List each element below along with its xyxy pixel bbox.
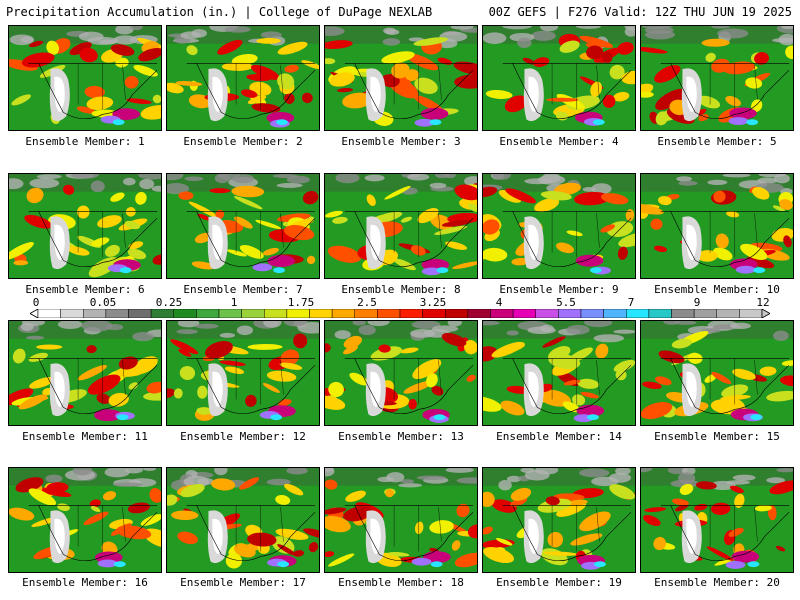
- ensemble-member-label: Ensemble Member: 7: [183, 283, 303, 296]
- colorbar-tick-label: 0: [32, 296, 40, 309]
- colorbar-tick-label: 3.25: [419, 296, 447, 309]
- ensemble-member-label: Ensemble Member: 20: [654, 576, 780, 589]
- colorbar-max-arrow: [761, 309, 770, 318]
- colorbar-segment: [354, 309, 378, 318]
- colorbar-segment: [105, 309, 129, 318]
- ensemble-member-map: [640, 25, 794, 131]
- colorbar-segment: [37, 309, 61, 318]
- colorbar-segment: [196, 309, 220, 318]
- ensemble-member-label: Ensemble Member: 17: [180, 576, 306, 589]
- colorbar-segment: [648, 309, 672, 318]
- ensemble-member-map: [8, 467, 162, 573]
- colorbar-segment: [558, 309, 582, 318]
- ensemble-member-label: Ensemble Member: 19: [496, 576, 622, 589]
- ensemble-member-map: [324, 320, 478, 426]
- ensemble-member-map: [482, 25, 636, 131]
- colorbar-tick-label: 4: [495, 296, 503, 309]
- ensemble-member-map: [640, 173, 794, 279]
- ensemble-member-map: [8, 25, 162, 131]
- colorbar-segment: [671, 309, 695, 318]
- ensemble-member-map: [8, 320, 162, 426]
- colorbar-tick-label: 0.25: [155, 296, 183, 309]
- colorbar-min-arrow: [30, 309, 39, 318]
- ensemble-member-label: Ensemble Member: 14: [496, 430, 622, 443]
- ensemble-member-label: Ensemble Member: 9: [499, 283, 619, 296]
- ensemble-member-label: Ensemble Member: 13: [338, 430, 464, 443]
- colorbar-tick-label: 5.5: [556, 296, 576, 309]
- colorbar-tick-label: 0.05: [89, 296, 117, 309]
- colorbar-segment: [580, 309, 604, 318]
- colorbar-tick-label: 1: [230, 296, 238, 309]
- ensemble-member-map: [166, 320, 320, 426]
- ensemble-member-label: Ensemble Member: 1: [25, 135, 145, 148]
- colorbar-segment: [739, 309, 763, 318]
- ensemble-member-label: Ensemble Member: 15: [654, 430, 780, 443]
- colorbar-segment: [603, 309, 627, 318]
- ensemble-member-map: [324, 173, 478, 279]
- colorbar-tick-label: 12: [756, 296, 770, 309]
- ensemble-member-label: Ensemble Member: 16: [22, 576, 148, 589]
- ensemble-member-map: [640, 320, 794, 426]
- ensemble-member-map: [324, 25, 478, 131]
- colorbar-segment: [286, 309, 310, 318]
- ensemble-member-label: Ensemble Member: 10: [654, 283, 780, 296]
- colorbar-segment: [445, 309, 469, 318]
- colorbar-segment: [716, 309, 740, 318]
- ensemble-member-map: [324, 467, 478, 573]
- colorbar-segment: [467, 309, 491, 318]
- ensemble-member-label: Ensemble Member: 8: [341, 283, 461, 296]
- colorbar-segment: [218, 309, 242, 318]
- ensemble-member-map: [482, 467, 636, 573]
- ensemble-member-map: [8, 173, 162, 279]
- colorbar-tick-label: 2.5: [357, 296, 377, 309]
- colorbar-segment: [309, 309, 333, 318]
- ensemble-member-map: [482, 173, 636, 279]
- colorbar-segment: [626, 309, 650, 318]
- colorbar-segment: [512, 309, 536, 318]
- colorbar-segment: [399, 309, 423, 318]
- colorbar-segment: [422, 309, 446, 318]
- colorbar: [30, 309, 770, 318]
- colorbar-segment: [490, 309, 514, 318]
- colorbar-tick-label: 1.75: [287, 296, 315, 309]
- ensemble-member-label: Ensemble Member: 5: [657, 135, 777, 148]
- ensemble-member-map: [166, 467, 320, 573]
- colorbar-segment: [60, 309, 84, 318]
- ensemble-member-label: Ensemble Member: 3: [341, 135, 461, 148]
- ensemble-member-label: Ensemble Member: 18: [338, 576, 464, 589]
- colorbar-segment: [128, 309, 152, 318]
- colorbar-segment: [693, 309, 717, 318]
- ensemble-member-label: Ensemble Member: 6: [25, 283, 145, 296]
- ensemble-member-label: Ensemble Member: 2: [183, 135, 303, 148]
- page-title: Precipitation Accumulation (in.) | Colle…: [6, 5, 433, 19]
- colorbar-segment: [535, 309, 559, 318]
- model-run-info: 00Z GEFS | F276 Valid: 12Z THU JUN 19 20…: [488, 5, 792, 19]
- ensemble-member-map: [166, 173, 320, 279]
- colorbar-tick-label: 9: [693, 296, 701, 309]
- ensemble-member-map: [166, 25, 320, 131]
- ensemble-member-label: Ensemble Member: 11: [22, 430, 148, 443]
- colorbar-segment: [150, 309, 174, 318]
- ensemble-member-label: Ensemble Member: 12: [180, 430, 306, 443]
- colorbar-segment: [173, 309, 197, 318]
- colorbar-segment: [83, 309, 107, 318]
- colorbar-segment: [241, 309, 265, 318]
- ensemble-member-map: [640, 467, 794, 573]
- colorbar-segment: [331, 309, 355, 318]
- ensemble-member-label: Ensemble Member: 4: [499, 135, 619, 148]
- colorbar-tick-label: 7: [627, 296, 635, 309]
- ensemble-member-map: [482, 320, 636, 426]
- colorbar-segment: [377, 309, 401, 318]
- colorbar-segment: [264, 309, 288, 318]
